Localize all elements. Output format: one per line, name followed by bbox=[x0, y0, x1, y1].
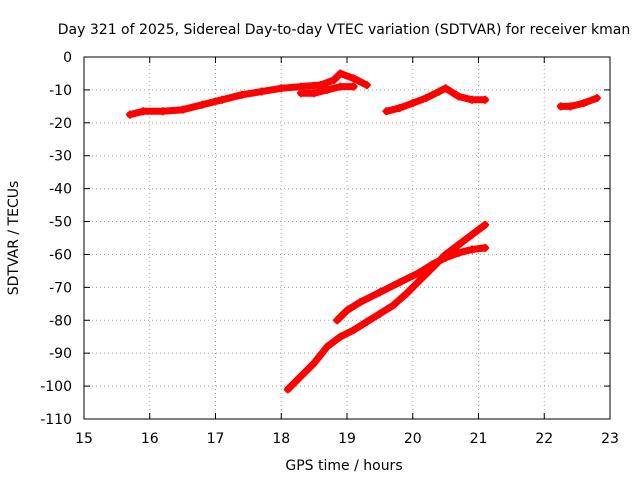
chart-title: Day 321 of 2025, Sidereal Day-to-day VTE… bbox=[58, 22, 630, 38]
y-tick-label: -80 bbox=[49, 313, 72, 329]
data-point bbox=[382, 107, 391, 116]
x-tick-label: 20 bbox=[404, 431, 422, 447]
series-line bbox=[557, 94, 601, 110]
grid bbox=[84, 57, 610, 419]
data-point bbox=[336, 69, 345, 78]
data-point bbox=[592, 94, 601, 103]
x-tick-label: 19 bbox=[338, 431, 356, 447]
data-point bbox=[454, 92, 463, 101]
x-tick-label: 17 bbox=[207, 431, 225, 447]
series-lower-upper-track bbox=[333, 243, 490, 325]
data-point bbox=[310, 359, 319, 368]
series-line bbox=[284, 221, 489, 393]
data-point bbox=[467, 245, 476, 254]
data-point bbox=[467, 95, 476, 104]
series-upper-track-1 bbox=[126, 69, 371, 119]
y-axis-title: SDTVAR / TECUs bbox=[6, 181, 22, 296]
y-tick-label: -90 bbox=[49, 346, 72, 362]
data-point bbox=[408, 99, 417, 108]
y-tick-label: -50 bbox=[49, 215, 72, 231]
data-point bbox=[362, 317, 371, 326]
x-tick-label: 21 bbox=[470, 431, 488, 447]
series-lower-rising-track bbox=[283, 220, 490, 394]
y-tick-label: -10 bbox=[49, 83, 72, 99]
data-point bbox=[343, 306, 351, 315]
data-point bbox=[349, 82, 358, 91]
data-point bbox=[336, 82, 345, 91]
data-point bbox=[349, 326, 358, 335]
series-upper-track-4 bbox=[556, 94, 601, 111]
data-point bbox=[556, 102, 565, 111]
data-point bbox=[296, 89, 305, 98]
data-point bbox=[375, 288, 384, 297]
y-tick-label: -30 bbox=[49, 149, 72, 165]
series-layer bbox=[126, 69, 601, 394]
x-tick-label: 18 bbox=[272, 431, 290, 447]
data-point bbox=[333, 316, 342, 325]
data-point bbox=[395, 104, 404, 113]
data-point bbox=[277, 84, 286, 93]
data-point bbox=[336, 332, 345, 341]
data-point bbox=[467, 230, 476, 239]
data-point bbox=[218, 95, 227, 104]
data-point bbox=[349, 74, 358, 83]
data-point bbox=[283, 385, 292, 394]
data-point bbox=[198, 100, 207, 109]
data-point bbox=[296, 372, 305, 381]
y-tick-label: 0 bbox=[63, 50, 72, 66]
x-tick-label: 22 bbox=[535, 431, 553, 447]
data-point bbox=[441, 84, 450, 93]
data-point bbox=[323, 342, 332, 351]
data-point bbox=[178, 105, 187, 114]
data-point bbox=[323, 85, 332, 94]
data-point bbox=[402, 289, 411, 298]
y-tick-label: -70 bbox=[49, 280, 72, 296]
data-point bbox=[566, 102, 575, 111]
x-tick-labels: 15 16 17 18 19 20 21 22 23 bbox=[75, 431, 619, 447]
y-tick-label: -100 bbox=[40, 379, 72, 395]
y-tick-label: -40 bbox=[49, 182, 72, 198]
data-point bbox=[435, 87, 444, 96]
x-axis-title: GPS time / hours bbox=[285, 458, 402, 474]
data-point bbox=[395, 278, 404, 287]
y-tick-labels: 0 -10 -20 -30 -40 -50 -60 -70 -80 -90 -100 -110 bbox=[40, 50, 72, 428]
x-tick-label: 16 bbox=[141, 431, 159, 447]
series-upper-track-2 bbox=[296, 82, 358, 98]
y-tick-label: -60 bbox=[49, 247, 72, 263]
plot-frame bbox=[83, 56, 611, 420]
data-point bbox=[139, 107, 148, 116]
data-point bbox=[481, 220, 490, 229]
x-tick-label: 23 bbox=[601, 431, 619, 447]
data-point bbox=[579, 99, 588, 108]
data-point bbox=[316, 80, 325, 89]
data-point bbox=[428, 260, 437, 269]
data-point bbox=[454, 248, 463, 257]
data-point bbox=[237, 90, 246, 99]
data-point bbox=[310, 89, 319, 98]
data-point bbox=[257, 87, 266, 96]
y-tick-label: -20 bbox=[49, 116, 72, 132]
data-point bbox=[356, 298, 365, 307]
data-point bbox=[126, 110, 135, 119]
data-point bbox=[454, 240, 463, 249]
y-tick-label: -110 bbox=[40, 412, 72, 428]
data-point bbox=[375, 309, 384, 318]
data-point bbox=[481, 95, 490, 104]
series-upper-track-3 bbox=[382, 84, 490, 116]
data-point bbox=[415, 268, 424, 277]
data-point bbox=[421, 94, 430, 103]
x-tick-label: 15 bbox=[75, 431, 93, 447]
data-point bbox=[329, 76, 338, 85]
data-point bbox=[441, 253, 450, 262]
data-point bbox=[415, 276, 424, 285]
data-point bbox=[362, 80, 371, 89]
data-point bbox=[389, 301, 398, 310]
data-point bbox=[158, 107, 167, 116]
data-point bbox=[481, 243, 490, 252]
